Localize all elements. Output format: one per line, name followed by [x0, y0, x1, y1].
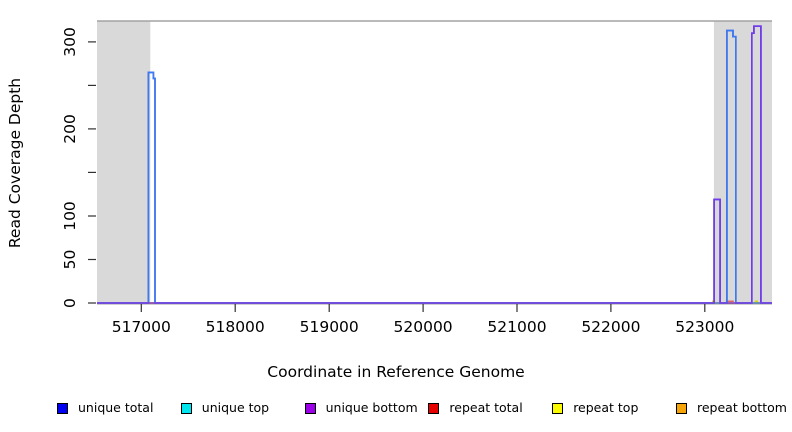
series-unique-top	[97, 29, 772, 304]
legend-item-repeat-top: repeat top	[552, 400, 638, 416]
x-axis-title: Coordinate in Reference Genome	[267, 363, 525, 381]
y-tick-label: 50	[61, 250, 79, 270]
legend-swatch	[552, 402, 564, 414]
legend-swatch	[428, 402, 440, 414]
repeat-region-left	[97, 21, 151, 303]
y-axis-title: Read Coverage Depth	[6, 77, 24, 249]
x-tick-label: 518000	[206, 318, 265, 336]
legend-item-unique-total: unique total	[57, 400, 153, 416]
plot-legend: unique total unique top unique bottom repea…	[0, 400, 792, 422]
y-tick-label: 300	[61, 27, 79, 57]
legend-item-unique-top: unique top	[180, 400, 270, 416]
repeat-region-right	[713, 21, 772, 303]
legend-swatch	[180, 402, 192, 414]
legend-label: unique top	[201, 400, 270, 415]
y-tick-label: 0	[61, 298, 79, 308]
x-tick-label: 517000	[112, 318, 171, 336]
x-tick-label: 519000	[300, 318, 359, 336]
x-tick-label: 520000	[394, 318, 453, 336]
legend-item-repeat-total: repeat total	[428, 400, 523, 416]
legend-label: repeat bottom	[697, 400, 787, 415]
legend-label: repeat top	[573, 400, 639, 415]
legend-swatch	[304, 402, 316, 414]
legend-item-repeat-bottom: repeat bottom	[676, 400, 787, 416]
legend-swatch	[676, 402, 687, 414]
legend-item-unique-bottom: unique bottom	[304, 400, 418, 416]
legend-label: unique bottom	[325, 400, 418, 415]
x-tick-label: 521000	[487, 318, 546, 336]
x-tick-label: 523000	[675, 318, 734, 336]
y-tick-label: 100	[61, 201, 79, 231]
y-tick-label: 200	[61, 114, 79, 144]
series-unique-bottom	[97, 25, 772, 304]
legend-swatch	[57, 402, 68, 414]
x-tick-label: 522000	[581, 318, 640, 336]
legend-label: repeat total	[449, 400, 523, 415]
legend-label: unique total	[78, 400, 154, 415]
series-unique-total	[97, 25, 772, 304]
